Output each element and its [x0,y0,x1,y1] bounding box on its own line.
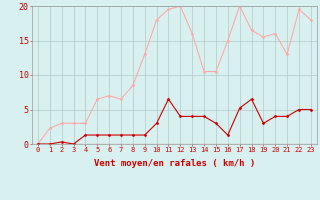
X-axis label: Vent moyen/en rafales ( km/h ): Vent moyen/en rafales ( km/h ) [94,159,255,168]
